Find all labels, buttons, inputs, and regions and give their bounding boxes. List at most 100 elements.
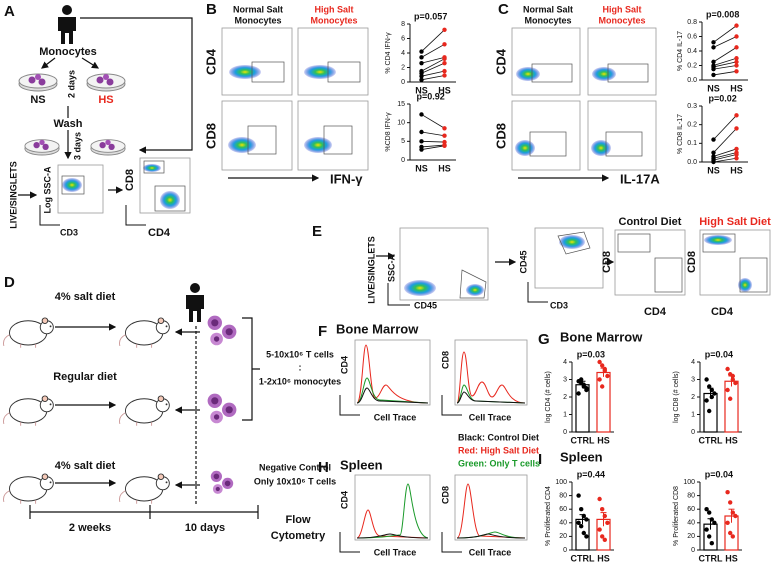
label: Negative Control — [259, 462, 331, 472]
axis-label: IL-17A — [620, 171, 660, 186]
axis-corner — [527, 282, 548, 303]
flow-population — [228, 137, 256, 153]
histogram-curve — [356, 533, 429, 539]
y-tick-label: 80 — [687, 492, 695, 499]
axis-label: CD3 — [550, 300, 568, 310]
gate — [531, 63, 573, 83]
axis-label: CD45 — [518, 250, 528, 273]
panel-letter: C — [498, 1, 509, 18]
point — [711, 59, 716, 65]
row-label: CD4 — [493, 48, 508, 75]
pair-line — [713, 47, 737, 63]
x-tick-label: CTRL — [571, 553, 595, 563]
column-header: Monocytes — [310, 15, 357, 25]
mouse — [3, 395, 54, 427]
flow-plot — [511, 27, 581, 96]
legend-entry: Black: Control Diet — [458, 432, 539, 442]
pair-line — [713, 25, 737, 43]
point — [442, 133, 447, 138]
y-tick-label: 0.8 — [687, 19, 697, 26]
axis-label: Cell Trace — [469, 547, 512, 557]
point — [734, 23, 739, 28]
point — [419, 60, 424, 66]
histogram-curve — [356, 387, 429, 404]
x-tick-label: HS — [725, 553, 738, 563]
y-axis-label: %CD8 IFN-γ — [385, 112, 392, 152]
legend-entry: Red: High Salt Diet — [458, 445, 539, 455]
y-tick-label: 40 — [687, 520, 695, 527]
point — [725, 387, 730, 393]
point — [419, 129, 424, 135]
pair-line — [421, 70, 445, 77]
pair-line — [713, 57, 737, 66]
point — [442, 42, 447, 47]
annotation: p=0.04 — [705, 349, 733, 359]
axis-corner — [39, 205, 60, 226]
point — [419, 112, 424, 117]
point — [733, 380, 738, 386]
x-tick-label: CTRL — [699, 435, 723, 445]
point — [734, 146, 739, 152]
x-tick-label: HS — [597, 553, 610, 563]
label: Cytometry — [271, 530, 326, 542]
panel-title: Bone Marrow — [336, 321, 419, 336]
axis-label: Cell Trace — [374, 412, 417, 422]
axis-label: CD3 — [60, 227, 78, 237]
point — [600, 534, 605, 539]
x-tick-label: HS — [597, 435, 610, 445]
point — [711, 45, 716, 50]
row-label: CD8 — [493, 123, 508, 149]
cells — [207, 393, 237, 424]
mouse — [119, 473, 170, 505]
y-axis-label: % CD4 IL-17 — [677, 31, 684, 71]
axis-corner — [339, 532, 360, 553]
dish — [24, 139, 60, 156]
point — [419, 77, 424, 83]
point — [734, 156, 739, 161]
x-tick-label: NS — [707, 165, 720, 175]
flow-plot — [587, 100, 657, 171]
point — [442, 27, 447, 32]
point — [728, 530, 733, 536]
axis-label: CD8 — [601, 251, 613, 273]
histogram-curve — [356, 509, 429, 539]
flow-grid — [221, 27, 369, 171]
flow-population — [466, 284, 484, 296]
pair-line — [713, 70, 737, 76]
point — [442, 60, 447, 66]
x-tick-label: CTRL — [571, 435, 595, 445]
histogram-curve — [456, 384, 526, 404]
y-tick-label: 0.1 — [687, 140, 697, 147]
point — [581, 382, 586, 387]
y-tick-label: 20 — [559, 533, 567, 540]
y-axis-label: % Proliferated CD8 — [673, 486, 680, 546]
histogram-curve — [456, 483, 526, 539]
legend-entry: Green: Only T cells — [458, 458, 540, 468]
label: 1-2x10⁶ monocytes — [259, 376, 341, 386]
point — [734, 113, 739, 118]
point — [707, 534, 712, 539]
point — [709, 517, 714, 522]
y-tick-label: 0.2 — [687, 62, 697, 69]
panel-letter: E — [312, 223, 322, 240]
y-tick-label: 100 — [555, 479, 567, 486]
flow-population — [229, 65, 261, 79]
point — [733, 513, 738, 519]
pair-line — [713, 157, 737, 163]
x-tick-label: NS — [707, 83, 720, 93]
point — [709, 541, 714, 546]
flow-population — [62, 178, 82, 192]
point — [712, 391, 717, 396]
axis-label: CD4 — [644, 306, 667, 318]
column-header: Monocytes — [598, 15, 645, 25]
axis-corner — [441, 532, 462, 553]
y-tick-label: 2 — [691, 394, 695, 401]
flow-population — [304, 65, 336, 79]
point — [711, 137, 716, 142]
axis-label: Log SSC-A — [42, 166, 52, 213]
point — [734, 45, 739, 50]
point — [584, 386, 589, 391]
point — [725, 490, 730, 495]
y-axis-label: % CD4 IFN-γ — [385, 32, 392, 74]
flow-plot — [297, 100, 369, 171]
